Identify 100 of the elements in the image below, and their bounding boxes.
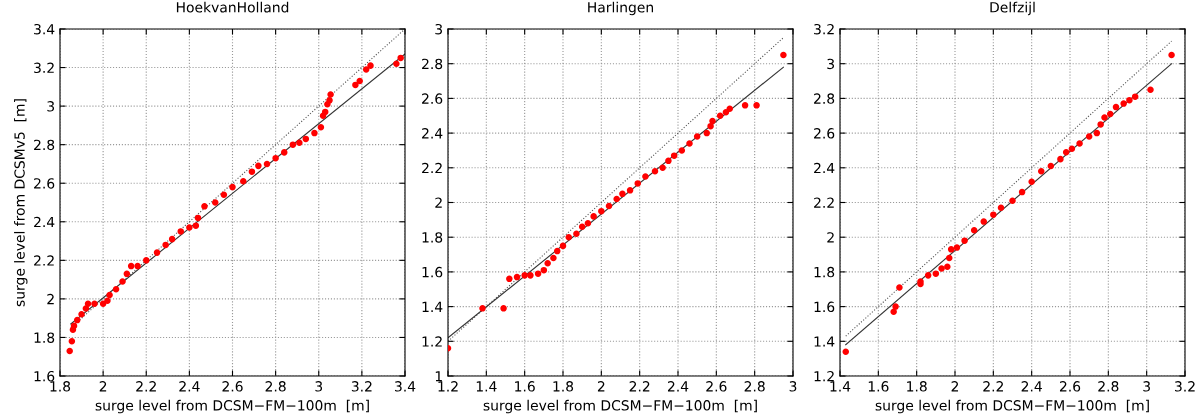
point xyxy=(584,220,592,227)
x-tick-label: 3 xyxy=(315,381,323,392)
chart-title: HoekvanHolland xyxy=(176,1,289,13)
x-tick-label: 1.8 xyxy=(907,381,927,392)
point xyxy=(263,160,271,168)
x-tick-label: 3 xyxy=(789,381,797,392)
y-tick-label: 1.8 xyxy=(814,266,835,278)
point xyxy=(289,141,297,148)
y-tick-label: 1.8 xyxy=(34,332,55,343)
point xyxy=(1093,129,1101,137)
point xyxy=(534,270,542,277)
y-tick-label: 2.8 xyxy=(34,139,55,151)
y-tick-label: 1 xyxy=(435,371,442,382)
point xyxy=(321,108,329,116)
x-tick-label: 3.2 xyxy=(351,381,372,392)
point xyxy=(506,275,513,283)
point xyxy=(352,81,359,89)
point xyxy=(997,204,1005,211)
y-tick-label: 3.2 xyxy=(814,23,834,35)
x-tick-label: 2.8 xyxy=(1098,381,1119,392)
point xyxy=(317,124,325,131)
y-tick-label: 1.6 xyxy=(422,266,443,278)
y-tick-label: 2.2 xyxy=(422,162,442,174)
point xyxy=(559,242,567,250)
y-tick-label: 2.8 xyxy=(422,58,443,70)
y-tick-label: 1.8 xyxy=(422,232,443,243)
point xyxy=(741,102,749,109)
point xyxy=(177,228,185,235)
y-tick-label: 1.6 xyxy=(34,370,55,382)
point xyxy=(1101,114,1108,121)
x-tick-label: 3.4 xyxy=(395,381,416,392)
y-tick-label: 1.2 xyxy=(422,336,442,347)
point xyxy=(709,117,716,125)
y-tick-label: 1.2 xyxy=(814,370,834,382)
y-tick-label: 2.4 xyxy=(34,216,55,228)
point xyxy=(716,112,724,120)
point xyxy=(280,149,288,156)
point xyxy=(970,227,978,234)
x-tick-label: 2.4 xyxy=(179,381,200,392)
point xyxy=(326,97,333,104)
point xyxy=(106,291,113,299)
point xyxy=(356,77,363,85)
y-tick-label: 2.4 xyxy=(422,128,443,139)
y-tick-label: 2.2 xyxy=(814,197,834,208)
point xyxy=(162,241,169,249)
point xyxy=(670,152,678,159)
point xyxy=(726,105,734,113)
point xyxy=(1009,197,1016,205)
point xyxy=(119,278,126,285)
point xyxy=(780,51,787,59)
point xyxy=(68,338,76,345)
point xyxy=(961,237,968,244)
x-tick-label: 1.8 xyxy=(553,381,574,392)
point xyxy=(296,139,303,146)
point xyxy=(123,270,131,278)
x-tick-label: 3.2 xyxy=(1175,381,1195,392)
point xyxy=(703,129,711,137)
point xyxy=(134,262,141,270)
point xyxy=(693,133,701,140)
point xyxy=(578,223,586,231)
point xyxy=(393,60,400,67)
y-tick-label: 2.6 xyxy=(34,178,55,189)
x-tick-label: 2.2 xyxy=(983,381,1003,392)
y-tick-label: 3.4 xyxy=(34,23,55,35)
y-tick-label: 1.4 xyxy=(422,301,443,312)
x-tick-label: 2 xyxy=(99,381,107,392)
x-tick-label: 3 xyxy=(1143,381,1150,392)
y-tick-label: 3 xyxy=(435,23,443,35)
point xyxy=(1062,148,1070,156)
point xyxy=(142,257,150,264)
point xyxy=(186,224,193,231)
point xyxy=(945,254,953,262)
x-tick-label: 1.6 xyxy=(515,381,535,392)
point xyxy=(272,154,279,162)
x-tick-label: 2.4 xyxy=(1021,381,1042,392)
x-tick-label: 2.6 xyxy=(706,381,727,392)
point xyxy=(66,347,73,355)
point xyxy=(327,91,334,98)
y-tick-label: 2 xyxy=(435,197,442,208)
point xyxy=(924,272,932,279)
x-tick-label: 1.4 xyxy=(476,381,497,392)
point xyxy=(201,203,208,210)
point xyxy=(1120,100,1127,107)
point xyxy=(1131,93,1139,100)
y-tick-label: 1.4 xyxy=(814,336,835,347)
point xyxy=(192,222,200,229)
x-tick-label: 2.8 xyxy=(265,381,286,392)
point xyxy=(944,263,951,270)
point xyxy=(932,270,940,277)
point xyxy=(1047,162,1055,170)
point xyxy=(302,135,310,143)
point xyxy=(678,147,686,154)
y-tick-label: 3.2 xyxy=(34,62,54,74)
point xyxy=(842,348,850,355)
point xyxy=(1028,178,1035,185)
point xyxy=(153,249,161,256)
chart-title: Delfzijl xyxy=(990,1,1035,16)
point xyxy=(1037,168,1045,175)
x-tick-label: 2.2 xyxy=(136,381,156,392)
point xyxy=(953,244,961,251)
